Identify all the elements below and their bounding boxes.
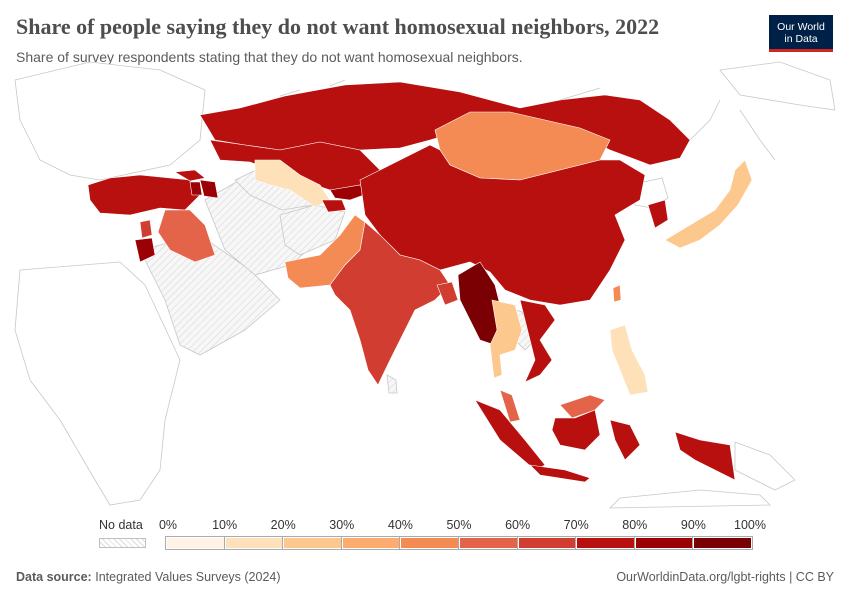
region-jordan[interactable] (134, 237, 156, 263)
region-africa[interactable] (14, 261, 181, 506)
footer-source: Data source: Integrated Values Surveys (… (16, 570, 281, 584)
region-indonesia-sulawesi[interactable] (609, 419, 641, 461)
region-taiwan[interactable] (612, 284, 622, 303)
region-tajikistan[interactable] (321, 199, 347, 213)
logo-line-1: Our World (777, 21, 825, 33)
source-value[interactable]: Integrated Values Surveys (2024) (95, 570, 281, 584)
region-arabia[interactable] (139, 234, 281, 356)
chart-title: Share of people saying they do not want … (16, 14, 660, 39)
region-indonesia-sumatra[interactable] (474, 399, 546, 471)
region-bangladesh[interactable] (436, 281, 459, 306)
region-turkey[interactable] (87, 174, 201, 216)
chart-subtitle: Share of survey respondents stating that… (16, 49, 523, 65)
region-malaysia-borneo[interactable] (559, 394, 606, 419)
owid-logo[interactable]: Our World in Data (769, 15, 833, 52)
coastline-east (689, 99, 776, 161)
region-south-korea[interactable] (647, 199, 669, 229)
region-philippines[interactable] (609, 324, 649, 396)
footer-credit[interactable]: OurWorldinData.org/lgbt-rights | CC BY (616, 570, 834, 584)
region-indonesia-papua[interactable] (674, 431, 736, 481)
region-papua-new-guinea[interactable] (734, 441, 796, 491)
region-lebanon[interactable] (139, 219, 153, 239)
region-thailand[interactable] (489, 299, 523, 379)
region-vietnam[interactable] (519, 299, 556, 383)
region-japan[interactable] (664, 159, 753, 249)
region-india[interactable] (329, 221, 451, 386)
region-australia-edge[interactable] (609, 489, 771, 509)
source-label: Data source: (16, 570, 92, 584)
region-europe[interactable] (14, 61, 206, 181)
region-uzbekistan[interactable] (254, 159, 331, 208)
region-sri-lanka[interactable] (386, 374, 398, 394)
coastline-arctic (279, 79, 601, 101)
region-azerbaijan[interactable] (199, 179, 219, 199)
region-malaysia-peninsula[interactable] (499, 389, 521, 423)
region-alaska-edge[interactable] (719, 61, 836, 111)
region-indonesia-borneo[interactable] (551, 409, 601, 451)
logo-line-2: in Data (784, 33, 818, 45)
region-armenia[interactable] (189, 181, 203, 196)
logo-underline (769, 49, 833, 52)
region-iraq[interactable] (157, 209, 216, 263)
region-indonesia-java[interactable] (529, 464, 591, 483)
region-georgia[interactable] (174, 169, 206, 182)
